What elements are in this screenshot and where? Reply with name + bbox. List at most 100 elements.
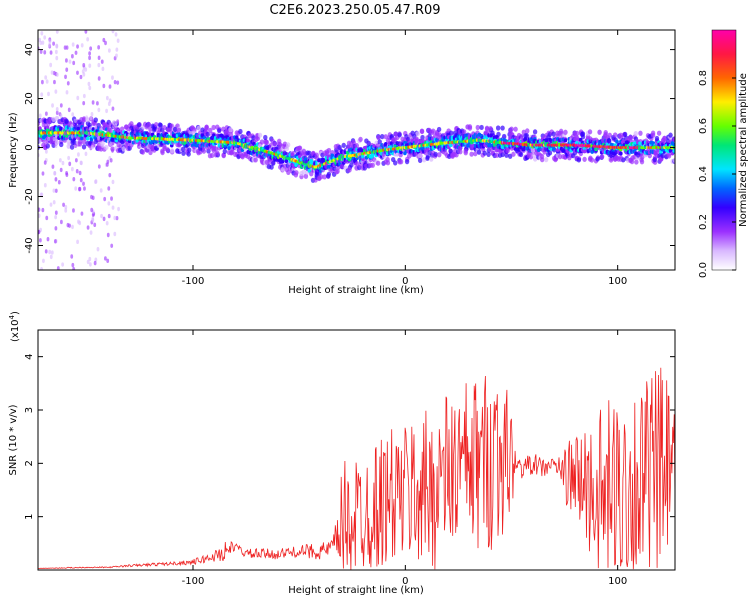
spectrogram-cell xyxy=(375,160,381,166)
spectrogram-cell xyxy=(672,157,675,164)
spectrogram-noise xyxy=(49,62,53,68)
spectrogram-noise xyxy=(97,45,101,50)
spectrogram-cell xyxy=(640,154,645,160)
spectrogram-noise xyxy=(41,171,45,176)
spectrogram-noise xyxy=(44,75,48,80)
spectrogram-cell xyxy=(181,150,186,156)
spectrogram-cell xyxy=(475,124,480,131)
spectrogram-noise xyxy=(97,136,101,141)
spectrogram-noise xyxy=(64,74,67,80)
spectrogram-cell xyxy=(415,131,420,137)
spectrogram-cell xyxy=(77,139,83,145)
spectrogram-cell xyxy=(337,144,342,151)
spectrogram-noise xyxy=(93,260,97,266)
spectrogram-noise xyxy=(107,186,111,191)
spectrogram-cell xyxy=(339,163,345,169)
spectrogram-cell xyxy=(370,162,375,168)
spectrogram-cell xyxy=(501,133,507,140)
spectrogram-noise xyxy=(47,136,50,142)
spectrogram-noise xyxy=(55,55,59,61)
spectrogram-cell xyxy=(271,160,276,166)
snr-y-axis-label: SNR (10 * v/v) xyxy=(8,404,19,475)
spectrogram-noise xyxy=(39,49,43,54)
spectrogram-noise xyxy=(88,256,92,262)
spectrogram-x-tick-label: 100 xyxy=(608,276,627,287)
chart-title: C2E6.2023.250.05.47.R09 xyxy=(269,3,440,18)
spectrogram-noise xyxy=(41,207,45,213)
spectrogram-cell xyxy=(397,132,402,138)
snr-y-tick-label: 4 xyxy=(24,353,35,359)
spectrogram-noise xyxy=(65,58,68,63)
spectrogram-cell xyxy=(167,127,173,133)
spectrogram-cell xyxy=(187,147,192,153)
colorbar: 0.0 0.2 0.4 0.6 0.8 Normalized spectral ampl… xyxy=(698,29,749,278)
spectrogram-cell xyxy=(574,130,580,136)
spectrogram-cell xyxy=(406,136,411,142)
spectrogram-cell xyxy=(196,125,202,131)
spectrogram-noise xyxy=(71,262,75,268)
spectrogram-noise xyxy=(50,140,54,145)
spectrogram-noise xyxy=(38,138,42,144)
spectrogram-noise xyxy=(76,70,79,75)
spectrogram-cell xyxy=(347,167,352,173)
spectrogram-frame xyxy=(37,29,676,271)
spectrogram-noise xyxy=(73,118,77,123)
spectrogram-noise xyxy=(90,194,93,200)
spectrogram-cell xyxy=(264,139,270,145)
spectrogram-noise xyxy=(43,160,47,165)
spectrogram-noise xyxy=(55,72,59,77)
spectrogram-cell xyxy=(326,147,332,154)
spectrogram-noise xyxy=(52,188,56,193)
spectrogram-cell xyxy=(59,126,63,131)
spectrogram-noise xyxy=(102,121,106,127)
spectrogram-cell xyxy=(672,142,675,147)
spectrogram-cell xyxy=(85,136,90,141)
spectrogram-noise xyxy=(113,231,117,237)
spectrogram-cell xyxy=(500,151,505,158)
spectrogram-noise xyxy=(74,158,78,163)
spectrogram-noise xyxy=(108,84,112,89)
spectrogram-noise xyxy=(88,262,92,267)
spectrogram-noise xyxy=(68,161,72,167)
spectrogram-cell xyxy=(383,134,388,140)
spectrogram-noise xyxy=(54,210,58,215)
spectrogram-noise xyxy=(113,127,117,132)
spectrogram-cell xyxy=(420,134,425,141)
spectrogram-cell xyxy=(213,146,219,152)
snr-ticks: -100 0 100 1 2 3 4 xyxy=(24,330,675,587)
spectrogram-cell xyxy=(341,142,346,148)
spectrogram-cell xyxy=(437,152,442,158)
spectrogram-cell xyxy=(469,151,474,157)
spectrogram-cell xyxy=(158,122,163,128)
spectrogram-cell xyxy=(222,148,228,154)
spectrogram-cell xyxy=(319,174,324,180)
spectrogram-cell xyxy=(335,168,340,174)
spectrogram-noise xyxy=(78,170,82,176)
spectrogram-noise xyxy=(72,176,76,182)
spectrogram-noise xyxy=(82,63,86,68)
spectrogram-cell xyxy=(326,173,331,179)
spectrogram-noise xyxy=(70,254,74,259)
spectrogram-cell xyxy=(618,132,624,138)
spectrogram-cell xyxy=(576,157,582,163)
colorbar-tick-label: 0.8 xyxy=(698,70,709,86)
colorbar-tick-label: 0.6 xyxy=(698,118,709,134)
spectrogram-noise xyxy=(64,208,68,213)
spectrogram-cell xyxy=(615,139,619,144)
colorbar-tick-label: 0.0 xyxy=(698,262,709,278)
spectrogram-cell xyxy=(547,150,553,156)
spectrogram-cell xyxy=(269,164,274,170)
spectrogram-noise xyxy=(54,177,58,182)
spectrogram-cell xyxy=(580,134,586,140)
spectrogram-noise xyxy=(82,72,86,77)
snr-frame xyxy=(37,329,676,571)
spectrogram-cell xyxy=(404,159,410,165)
spectrogram-noise xyxy=(55,106,59,112)
spectrogram-noise xyxy=(74,186,78,191)
spectrogram-noise xyxy=(67,155,71,161)
spectrogram-noise xyxy=(84,30,88,34)
spectrogram-cell xyxy=(582,156,587,162)
spectrogram-noise xyxy=(85,115,89,120)
spectrogram-cell xyxy=(486,151,491,157)
spectrogram-noise xyxy=(63,131,67,136)
